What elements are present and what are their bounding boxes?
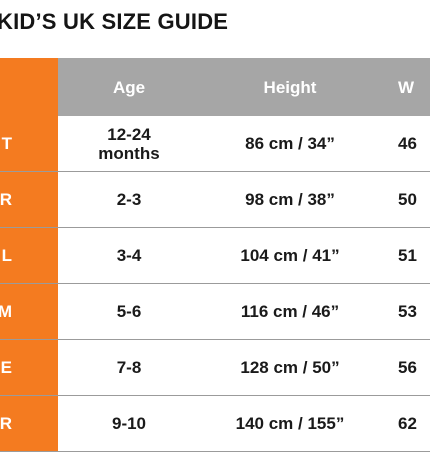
table-row: E 7-8 128 cm / 50” 56 <box>0 340 430 395</box>
row-divider <box>0 283 430 284</box>
height-cell: 104 cm / 41” <box>240 246 340 265</box>
age-cell: 5-6 <box>116 302 142 321</box>
table-header-row: Age Height W <box>0 58 430 116</box>
size-cell: T <box>0 116 58 171</box>
row-divider <box>0 171 430 172</box>
age-cell: 2-3 <box>116 190 142 209</box>
extra-cell: 62 <box>398 414 417 433</box>
row-divider <box>0 227 430 228</box>
size-cell: M <box>0 284 58 339</box>
extra-cell: 56 <box>398 358 417 377</box>
extra-cell: 46 <box>398 134 417 153</box>
header-height: Height <box>263 77 317 97</box>
age-cell: 3-4 <box>116 246 142 265</box>
height-cell: 140 cm / 155” <box>235 414 345 433</box>
table-row: L 3-4 104 cm / 41” 51 <box>0 228 430 283</box>
height-cell: 128 cm / 50” <box>240 358 340 377</box>
row-divider <box>0 395 430 396</box>
table-row: T 12-24 months 86 cm / 34” 46 <box>0 116 430 171</box>
header-extra: W <box>398 77 415 97</box>
extra-cell: 51 <box>398 246 417 265</box>
extra-cell: 50 <box>398 190 417 209</box>
header-size-cell <box>0 58 58 116</box>
height-cell: 98 cm / 38” <box>245 190 335 209</box>
age-cell: 12-24 months <box>98 124 160 163</box>
extra-cell: 53 <box>398 302 417 321</box>
page-title: KID’S UK SIZE GUIDE <box>0 9 229 34</box>
table-row: AR 9-10 140 cm / 155” 62 <box>0 396 430 451</box>
table-row: ER 2-3 98 cm / 38” 50 <box>0 172 430 227</box>
size-cell: ER <box>0 172 58 227</box>
size-cell: E <box>0 340 58 395</box>
table-row: M 5-6 116 cm / 46” 53 <box>0 284 430 339</box>
header-age: Age <box>112 77 146 97</box>
size-cell: L <box>0 228 58 283</box>
age-cell: 7-8 <box>116 358 142 377</box>
age-cell: 9-10 <box>111 414 147 433</box>
height-cell: 86 cm / 34” <box>245 134 335 153</box>
height-cell: 116 cm / 46” <box>240 302 340 321</box>
row-divider <box>0 339 430 340</box>
size-cell: AR <box>0 396 58 451</box>
